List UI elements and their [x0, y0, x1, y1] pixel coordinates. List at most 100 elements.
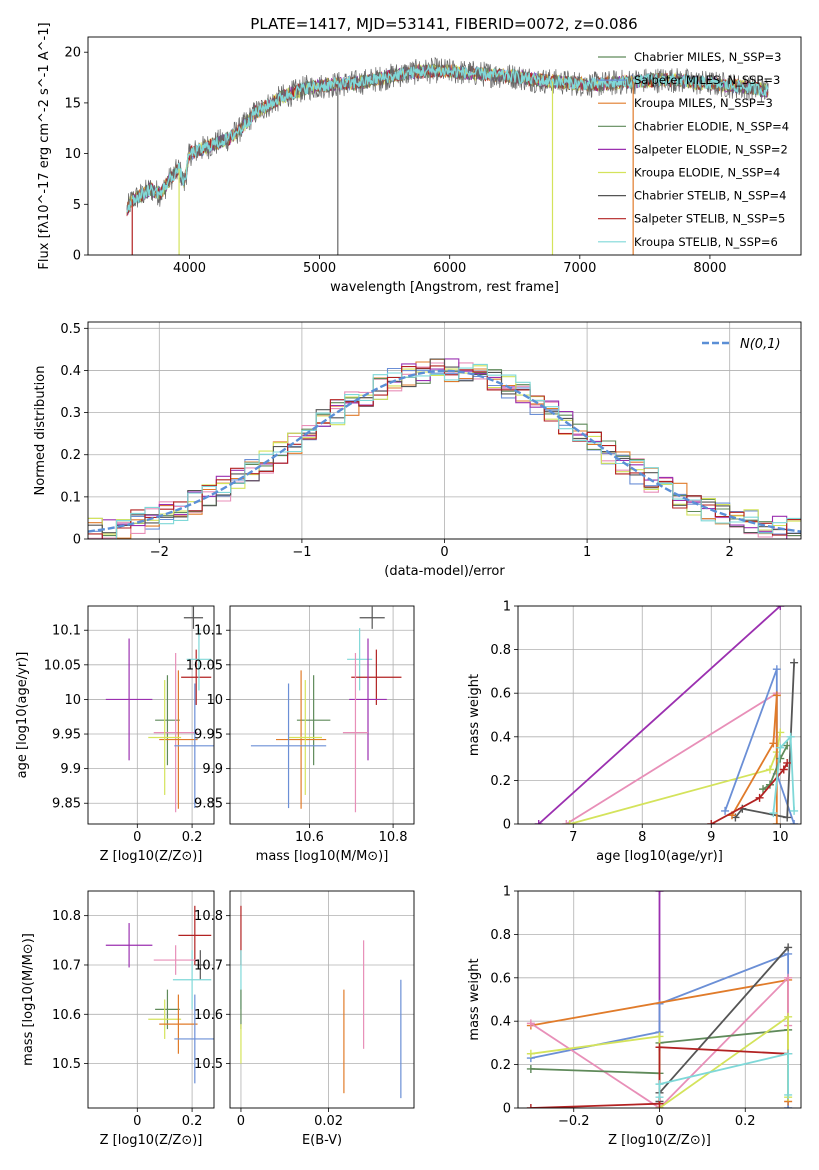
x-axis-label: (data-model)/error	[384, 564, 505, 579]
y-tick-label: 0.3	[60, 406, 81, 421]
x-tick-label: 2	[726, 545, 734, 560]
weight-point-marker	[784, 1012, 793, 1021]
panel-residuals: −2 −1 0 1 2 0 0.1 0.2 0.3 0.4 0.5 (data-model)/erro…	[33, 321, 802, 579]
weight-point-marker	[655, 1032, 664, 1041]
legend-label: Kroupa STELIB, N_SSP=6	[634, 235, 778, 249]
y-tick-label: 0.4	[60, 364, 81, 379]
x-axis-label: Z [log10(Z/Z⊙)]	[100, 1133, 203, 1148]
weight-point-marker	[790, 820, 799, 824]
weight-point-marker	[765, 765, 774, 774]
x-tick-label: 0	[655, 1114, 663, 1129]
y-tick-label: 20	[64, 46, 81, 61]
x-axis-label: E(B-V)	[302, 1133, 342, 1148]
weight-line-series	[530, 975, 789, 1108]
y-tick-label: 10	[206, 693, 223, 708]
y-tick-label: 10	[64, 693, 81, 708]
y-tick-label: 10.1	[52, 624, 81, 639]
y-axis-label: Flux [fλ10^-17 erg cm^-2 s^-1 A^-1]	[37, 22, 52, 269]
x-axis-label: Z [log10(Z/Z⊙)]	[608, 1133, 711, 1148]
x-axis-label: mass [log10(M/M⊙)]	[256, 849, 389, 864]
x-tick-label: 0.2	[182, 1114, 203, 1129]
x-tick-label: 8000	[693, 261, 726, 276]
y-tick-label: 0.2	[60, 448, 81, 463]
weight-line-series	[762, 745, 788, 790]
weight-point-marker	[784, 1049, 793, 1058]
histogram-step-series	[88, 358, 801, 535]
y-tick-label: 9.95	[194, 728, 223, 743]
weight-point-marker	[769, 739, 778, 748]
x-tick-label: 6000	[433, 261, 466, 276]
weight-point-marker	[655, 1093, 664, 1102]
weight-line-series	[710, 762, 788, 824]
y-tick-label: 0.8	[490, 928, 511, 943]
x-tick-label: 0.2	[182, 830, 203, 845]
weight-point-marker	[707, 820, 716, 824]
y-tick-label: 0	[503, 1102, 511, 1117]
x-tick-label: 8	[638, 830, 646, 845]
weight-line-series	[530, 1046, 789, 1108]
x-tick-label: 4000	[173, 261, 206, 276]
x-tick-label: −2	[150, 545, 169, 560]
weight-point-marker	[655, 1043, 664, 1052]
y-tick-label: 0	[73, 533, 81, 548]
axes-frame	[87, 321, 802, 540]
x-tick-label: 7	[569, 830, 577, 845]
weight-line-series	[538, 606, 781, 824]
legend-label: Salpeter ELODIE, N_SSP=2	[634, 142, 788, 156]
x-axis-label: Z [log10(Z/Z⊙)]	[100, 849, 203, 864]
y-tick-label: 0.6	[490, 687, 511, 702]
y-tick-label: 10.7	[52, 958, 81, 973]
spectrum-model-line-kroupa-stelib	[126, 64, 769, 213]
weight-point-marker	[783, 813, 792, 822]
histogram-step-series	[88, 363, 801, 539]
plot-area	[240, 905, 402, 1099]
axes-frame	[87, 36, 802, 256]
axes-frame	[87, 890, 215, 1109]
legend-label: Kroupa ELODIE, N_SSP=4	[634, 166, 780, 180]
weight-line-series	[658, 1052, 789, 1098]
y-tick-label: 10.8	[194, 909, 223, 924]
x-tick-label: 7000	[563, 261, 596, 276]
panel-ebv_vs_mass: 0 0.02 10.5 10.6 10.7 10.8 E(B-V)	[194, 890, 415, 1148]
plot-area	[126, 56, 769, 255]
weight-point-marker	[772, 665, 781, 674]
y-axis-label: mass [log10(M/M⊙)]	[21, 933, 36, 1066]
y-tick-label: 9.9	[60, 762, 81, 777]
weight-point-marker	[755, 793, 764, 802]
y-tick-label: 9.9	[202, 762, 223, 777]
y-tick-label: 0.4	[490, 730, 511, 745]
weight-point-marker	[784, 943, 793, 952]
y-tick-label: 1	[503, 885, 511, 900]
axes-frame	[229, 890, 415, 1109]
weight-point-marker	[534, 820, 543, 824]
spectrum-legend: Chabrier MILES, N_SSP=3 Salpeter MILES, N…	[598, 50, 789, 249]
weight-point-marker	[772, 691, 781, 700]
weight-point-marker	[565, 820, 574, 824]
x-tick-label: 5000	[303, 261, 336, 276]
panel-age_mass_weight: 7 8 9 10 0 0.2 0.4 0.6 0.8 1 age [log10(age/yr)] ma…	[467, 600, 802, 864]
legend-label: Salpeter MILES, N_SSP=3	[634, 73, 780, 87]
legend-label: Chabrier STELIB, N_SSP=4	[634, 189, 786, 203]
plot-area	[105, 905, 214, 1084]
x-tick-label: 10.6	[295, 830, 324, 845]
legend-label: Salpeter STELIB, N_SSP=5	[634, 212, 785, 226]
y-tick-label: 9.85	[194, 797, 223, 812]
y-tick-label: 0.2	[490, 1058, 511, 1073]
axes-frame	[229, 605, 415, 825]
y-axis-label: mass weight	[467, 958, 482, 1040]
y-tick-label: 15	[64, 96, 81, 111]
legend-label: Chabrier MILES, N_SSP=3	[634, 50, 781, 64]
weight-point-marker	[784, 1090, 793, 1099]
weight-point-marker	[783, 741, 792, 750]
y-tick-label: 10.05	[44, 658, 81, 673]
panel-spectrum: 4000 5000 6000 7000 8000 0 5 10 15 20 wavelength […	[37, 22, 802, 295]
weight-point-marker	[779, 765, 788, 774]
axes-frame	[87, 605, 215, 825]
plot-area	[105, 606, 214, 813]
x-tick-label: 0	[237, 1114, 245, 1129]
axes-frame	[517, 890, 802, 1109]
y-axis-label: mass weight	[467, 674, 482, 756]
y-tick-label: 10.5	[52, 1057, 81, 1072]
weight-point-marker	[759, 785, 768, 794]
